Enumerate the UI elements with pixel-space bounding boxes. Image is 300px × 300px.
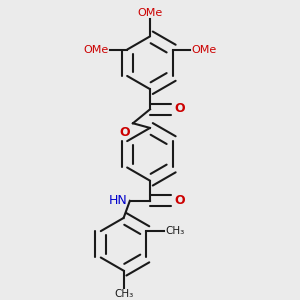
Text: HN: HN: [109, 194, 127, 207]
Text: CH₃: CH₃: [165, 226, 184, 236]
Text: OMe: OMe: [137, 8, 163, 18]
Text: OMe: OMe: [83, 45, 109, 55]
Text: O: O: [175, 102, 185, 115]
Text: OMe: OMe: [191, 45, 217, 55]
Text: O: O: [175, 194, 185, 207]
Text: CH₃: CH₃: [114, 289, 133, 299]
Text: O: O: [119, 126, 130, 139]
